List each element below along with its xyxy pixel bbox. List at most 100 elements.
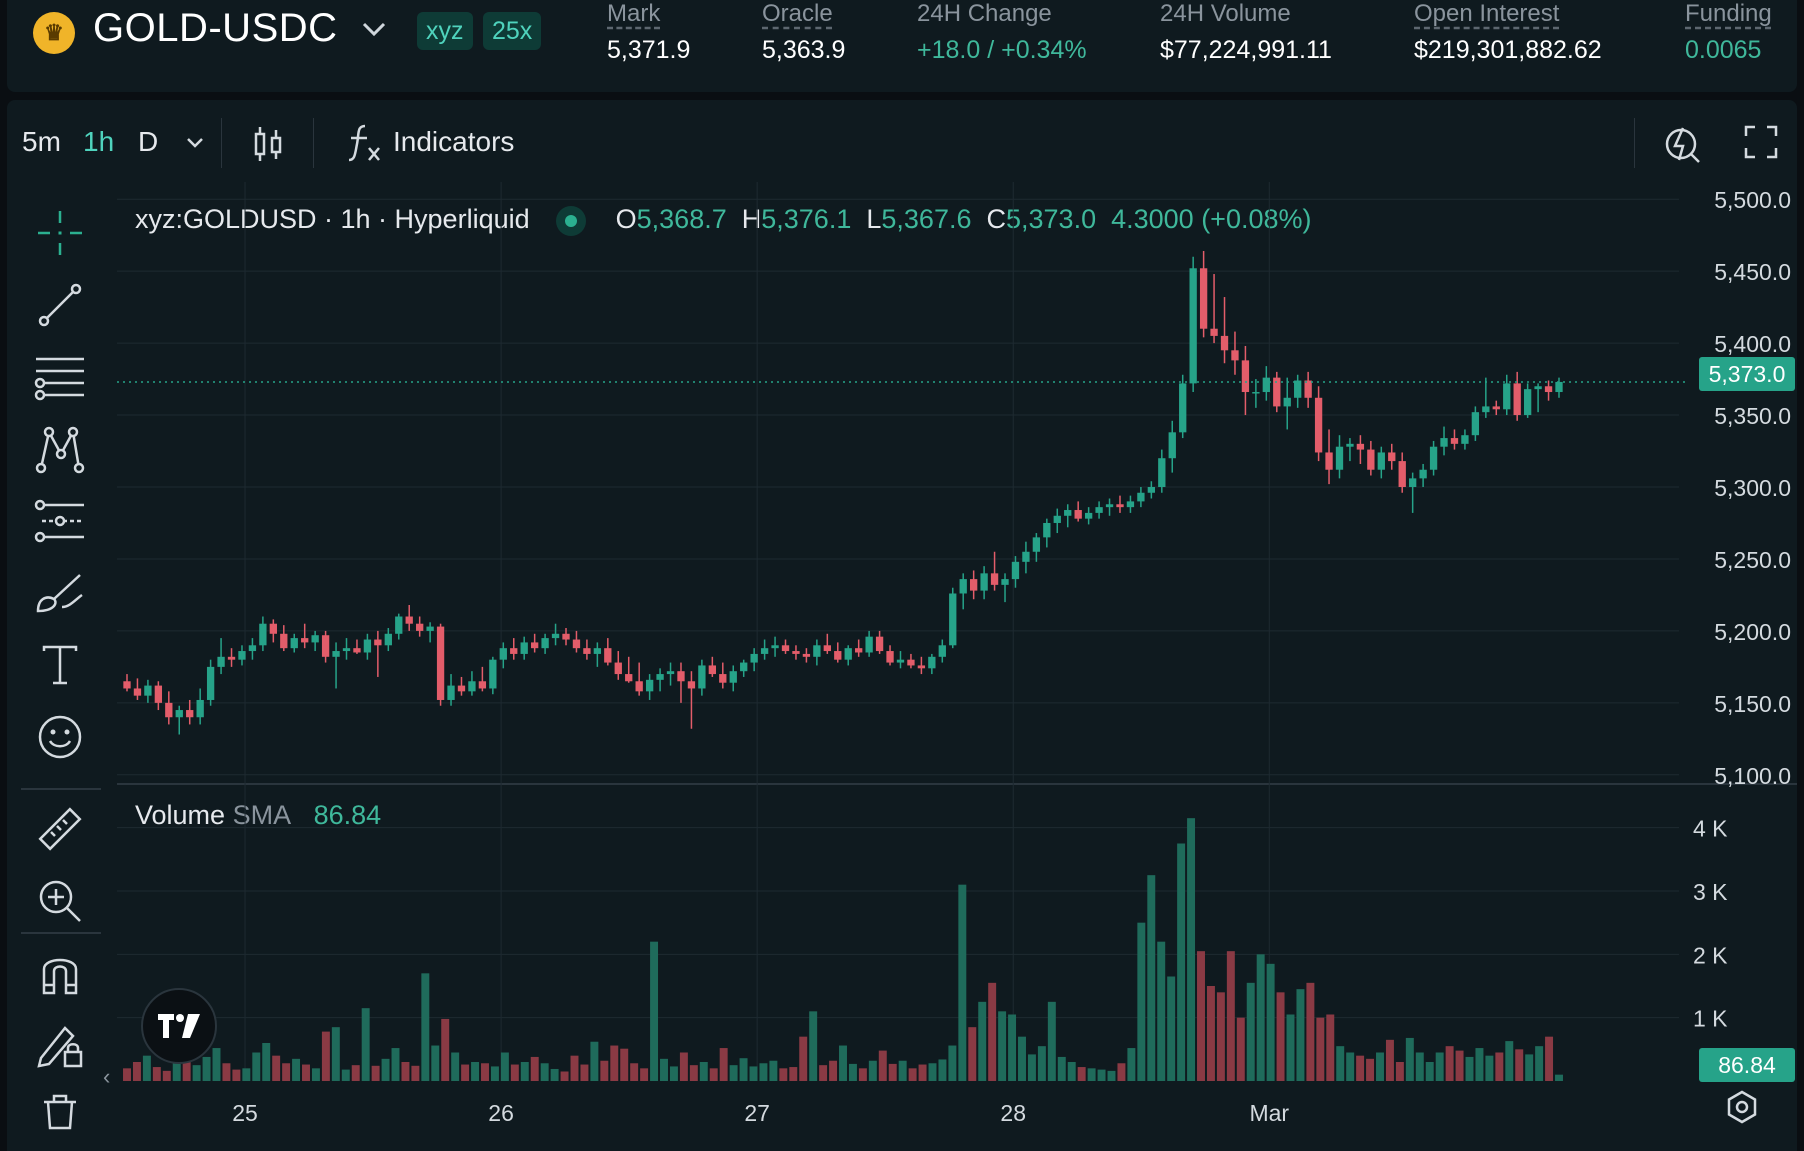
settings-icon[interactable] xyxy=(1725,1090,1759,1129)
candle-body xyxy=(395,616,403,634)
volume-bar xyxy=(252,1052,261,1081)
volume-bar xyxy=(1018,1036,1026,1081)
volume-bar xyxy=(1226,951,1235,1081)
candle-body xyxy=(1231,350,1239,361)
volume-bar xyxy=(1525,1054,1534,1081)
volume-bar xyxy=(401,1062,410,1081)
volume-bar xyxy=(1067,1062,1076,1081)
volume-bar xyxy=(848,1063,857,1081)
pattern-icon[interactable] xyxy=(33,422,87,476)
trend-line-icon[interactable] xyxy=(33,278,87,332)
candle-body xyxy=(1262,377,1270,393)
candle-body xyxy=(1523,389,1532,416)
volume-bar xyxy=(1147,875,1156,1081)
live-status-icon xyxy=(555,205,586,236)
collapse-toolbar-chevron-icon[interactable]: ‹ xyxy=(103,1064,111,1089)
text-icon[interactable] xyxy=(33,638,87,692)
lightning-icon[interactable] xyxy=(1663,122,1703,172)
volume-bar xyxy=(610,1045,619,1081)
interval-chevron-down-icon[interactable] xyxy=(183,128,207,162)
candles-icon[interactable] xyxy=(251,124,285,172)
zoom-in-icon[interactable] xyxy=(33,874,87,928)
fib-lines-icon[interactable] xyxy=(33,350,87,404)
candle-body xyxy=(1440,438,1448,447)
volume-tick-label: 3 K xyxy=(1693,879,1728,905)
volume-bar xyxy=(550,1068,559,1081)
leverage-tag[interactable]: 25x xyxy=(483,12,542,50)
candle-body xyxy=(489,659,497,689)
candle-body xyxy=(384,633,392,646)
candle-body xyxy=(238,651,246,660)
volume-bar xyxy=(1505,1041,1514,1081)
volume-bar xyxy=(590,1041,599,1081)
volume-bar xyxy=(878,1050,887,1081)
volume-bar xyxy=(799,1036,808,1081)
volume-bar xyxy=(132,1062,141,1081)
indicators-button[interactable]: Indicators xyxy=(393,126,515,157)
tradingview-logo-icon[interactable] xyxy=(141,988,217,1064)
candle-body xyxy=(823,645,831,652)
stat-funding: Funding 0.0065 xyxy=(1685,0,1772,64)
fullscreen-icon[interactable] xyxy=(1743,124,1779,168)
candle-body xyxy=(740,662,748,672)
stat-24h-change: 24H Change +18.0 / +0.34% xyxy=(917,0,1087,64)
magnet-icon[interactable] xyxy=(33,946,87,1000)
volume-bar xyxy=(1236,1017,1245,1081)
candle-body xyxy=(1325,452,1333,470)
volume-bar xyxy=(232,1069,241,1081)
volume-bar xyxy=(1455,1050,1464,1081)
candle-body xyxy=(1419,469,1427,479)
candle-body xyxy=(1367,449,1375,470)
emoji-icon[interactable] xyxy=(33,710,87,764)
price-tick-label: 5,350.0 xyxy=(1714,403,1791,429)
crosshair-icon[interactable] xyxy=(33,206,87,260)
ruler-icon[interactable] xyxy=(33,802,87,856)
candle-body xyxy=(1314,397,1323,453)
candle-body xyxy=(1116,504,1124,508)
volume-tick-label: 2 K xyxy=(1693,942,1728,968)
candle-body xyxy=(478,681,487,689)
candle-body xyxy=(342,648,351,652)
symbol-label[interactable]: xyz:GOLDUSD · 1h · Hyperliquid xyxy=(135,204,530,234)
volume-bar xyxy=(192,1065,201,1081)
pair-title[interactable]: GOLD-USDC xyxy=(93,6,338,50)
candle-body xyxy=(1105,504,1114,508)
volume-bar xyxy=(1535,1046,1544,1081)
candle-body xyxy=(834,651,842,660)
candle-body xyxy=(1503,383,1511,410)
lock-drawing-icon[interactable] xyxy=(33,1018,87,1072)
candle-body xyxy=(1022,551,1030,562)
candle-body xyxy=(635,681,643,692)
volume-bar xyxy=(510,1064,519,1081)
volume-bar xyxy=(1097,1069,1106,1081)
volume-bar xyxy=(152,1067,161,1081)
candle-body xyxy=(969,579,978,591)
price-chart[interactable]: 5,500.0 5,450.0 5,400.0 5,350.0 5,300.0 5,250… xyxy=(7,100,1797,1151)
candle-body xyxy=(1388,452,1396,462)
volume-bar xyxy=(431,1045,440,1081)
chevron-down-icon[interactable] xyxy=(359,14,389,51)
volume-bar xyxy=(172,1058,181,1081)
volume-bar xyxy=(461,1064,470,1081)
volume-bar xyxy=(1256,954,1265,1081)
candle-body xyxy=(321,635,330,657)
volume-bar xyxy=(1157,941,1166,1081)
fx-icon[interactable] xyxy=(347,122,383,172)
interval-5m[interactable]: 5m xyxy=(22,126,61,157)
forecast-icon[interactable] xyxy=(33,494,87,548)
volume-bar xyxy=(421,973,430,1081)
volume-bar xyxy=(1177,843,1186,1081)
interval-1h[interactable]: 1h xyxy=(83,126,115,157)
interval-d[interactable]: D xyxy=(138,126,159,157)
price-tick-label: 5,450.0 xyxy=(1714,259,1791,285)
volume-bar xyxy=(719,1048,728,1081)
candle-body xyxy=(436,626,445,700)
volume-bar xyxy=(1435,1052,1444,1081)
volume-bar xyxy=(650,941,659,1081)
volume-bar xyxy=(888,1063,897,1081)
brush-icon[interactable] xyxy=(33,566,87,620)
volume-legend: Volume SMA 86.84 xyxy=(135,800,382,830)
candle-body xyxy=(133,688,142,696)
volume-bar xyxy=(640,1068,649,1081)
trash-icon[interactable] xyxy=(33,1090,87,1130)
